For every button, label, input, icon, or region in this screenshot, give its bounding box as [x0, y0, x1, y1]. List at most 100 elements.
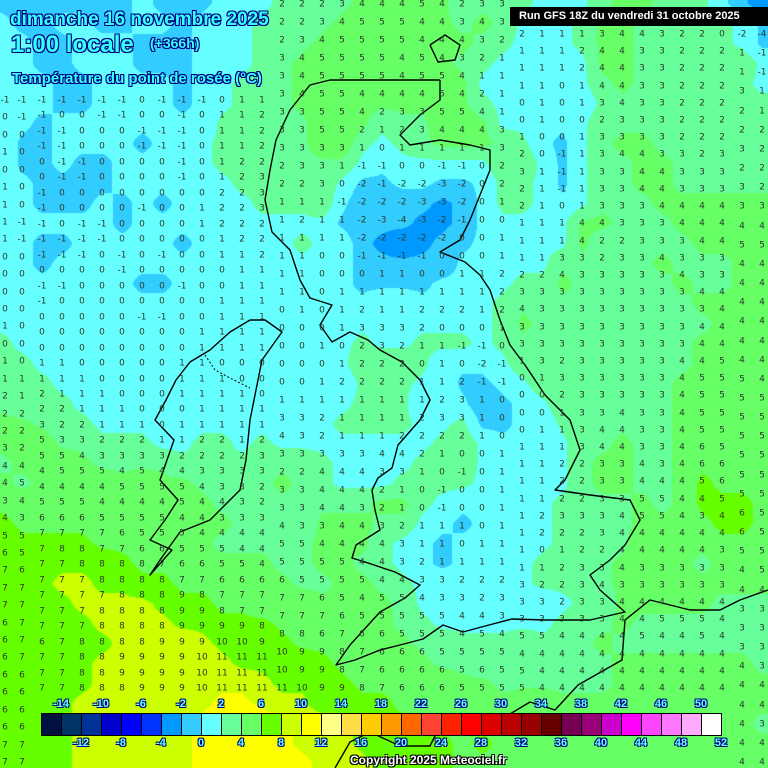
grid-value: 1	[2, 217, 8, 228]
grid-value: 5	[319, 557, 325, 568]
grid-value: 5	[179, 528, 185, 539]
grid-value: 0	[199, 110, 205, 121]
grid-value: 4	[459, 89, 465, 100]
grid-value: 1	[219, 110, 225, 121]
grid-value: 1	[399, 503, 405, 514]
grid-value: 0	[139, 95, 145, 106]
grid-value: 2	[679, 63, 685, 74]
grid-value: 0	[199, 188, 205, 199]
grid-value: 0	[19, 252, 25, 263]
grid-value: 1	[499, 107, 505, 118]
grid-value: 1	[479, 269, 485, 280]
grid-value: 3	[639, 46, 645, 57]
grid-value: 4	[679, 459, 685, 470]
grid-value: 0	[379, 143, 385, 154]
grid-value: 1	[519, 442, 525, 453]
grid-value: 1	[199, 203, 205, 214]
grid-value: 5	[319, 575, 325, 586]
grid-value: 3	[619, 253, 625, 264]
grid-value: 3	[639, 563, 645, 574]
grid-value: 4	[299, 53, 305, 64]
grid-value: 4	[599, 218, 605, 229]
grid-value: 1	[539, 425, 545, 436]
grid-value: 6	[419, 647, 425, 658]
grid-value: 3	[679, 253, 685, 264]
grid-value: 0	[499, 341, 505, 352]
grid-value: 0	[99, 327, 105, 338]
grid-value: 0	[119, 343, 125, 354]
grid-value: 4	[619, 597, 625, 608]
grid-value: 5	[439, 71, 445, 82]
grid-value: 0	[199, 172, 205, 183]
grid-value: 3	[579, 390, 585, 401]
grid-value: 2	[359, 305, 365, 316]
grid-value: 1	[239, 296, 245, 307]
grid-value: 0	[479, 467, 485, 478]
grid-value: 6	[19, 705, 25, 716]
grid-value: 4	[759, 757, 765, 768]
grid-value: 0	[719, 29, 725, 40]
grid-value: 1	[439, 341, 445, 352]
grid-value: 1	[319, 233, 325, 244]
grid-value: 4	[459, 71, 465, 82]
grid-value: 3	[599, 528, 605, 539]
grid-value: 1	[479, 287, 485, 298]
grid-value: 3	[659, 115, 665, 126]
grid-value: 2	[499, 575, 505, 586]
grid-value: 3	[599, 563, 605, 574]
grid-value: 2	[459, 575, 465, 586]
grid-value: 5	[379, 17, 385, 28]
grid-value: 3	[499, 611, 505, 622]
grid-value: 2	[359, 377, 365, 388]
grid-value: 9	[179, 683, 185, 694]
grid-value: -1	[177, 95, 187, 106]
grid-value: 1	[399, 269, 405, 280]
grid-value: 0	[19, 321, 25, 332]
grid-value: 1	[379, 269, 385, 280]
grid-value: 5	[719, 373, 725, 384]
grid-value: 4	[679, 218, 685, 229]
grid-value: 2	[579, 459, 585, 470]
grid-value: 3	[519, 614, 525, 625]
grid-value: 5	[319, 89, 325, 100]
grid-value: 2	[239, 203, 245, 214]
grid-value: 7	[119, 544, 125, 555]
grid-value: 1	[299, 395, 305, 406]
grid-value: 3	[559, 373, 565, 384]
grid-value: 0	[459, 251, 465, 262]
grid-value: 0	[159, 188, 165, 199]
grid-value: 4	[599, 425, 605, 436]
grid-value: 0	[319, 269, 325, 280]
grid-value: 3	[539, 304, 545, 315]
grid-value: 4	[639, 149, 645, 160]
grid-value: 5	[519, 683, 525, 694]
grid-value: 4	[419, 35, 425, 46]
grid-value: -2	[417, 233, 427, 244]
grid-value: 3	[639, 408, 645, 419]
grid-value: 0	[2, 130, 8, 141]
grid-value: 1	[19, 374, 25, 385]
grid-value: 3	[319, 161, 325, 172]
grid-value: 7	[39, 652, 45, 663]
grid-value: 4	[339, 503, 345, 514]
grid-value: 3	[259, 466, 265, 477]
grid-value: -1	[37, 141, 47, 152]
grid-value: 0	[19, 200, 25, 211]
grid-value: 2	[359, 359, 365, 370]
grid-value: 4	[619, 63, 625, 74]
grid-value: 2	[19, 443, 25, 454]
grid-value: 1	[579, 167, 585, 178]
grid-value: 4	[379, 89, 385, 100]
grid-value: 1	[139, 420, 145, 431]
grid-value: 0	[139, 281, 145, 292]
grid-value: 4	[559, 270, 565, 281]
grid-value: 5	[299, 575, 305, 586]
grid-value: -1	[57, 126, 67, 137]
grid-value: 4	[19, 461, 25, 472]
grid-value: 3	[519, 167, 525, 178]
grid-value: 5	[739, 393, 745, 404]
grid-value: 2	[599, 253, 605, 264]
grid-value: 4	[359, 557, 365, 568]
grid-value: 4	[379, 557, 385, 568]
grid-value: 6	[399, 647, 405, 658]
